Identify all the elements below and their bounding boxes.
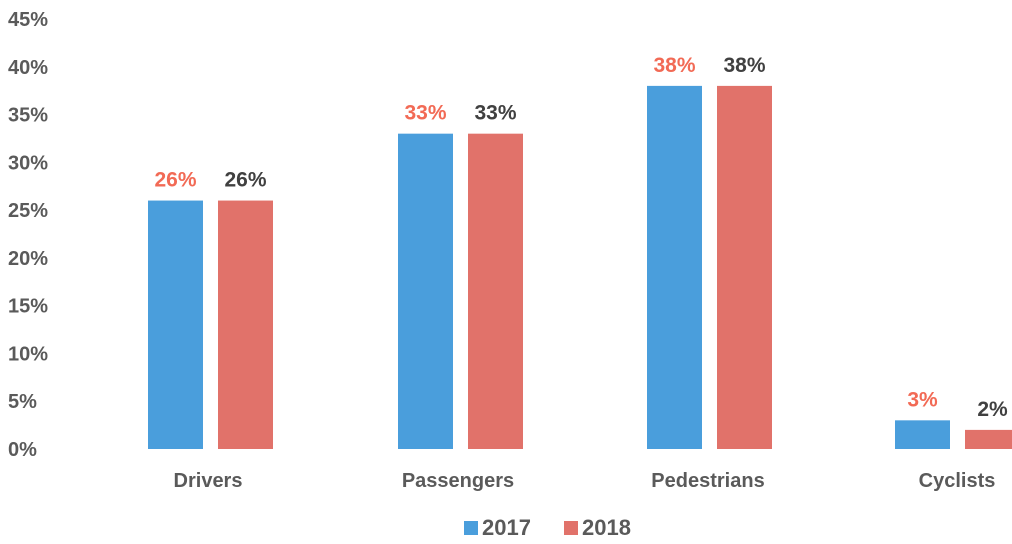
y-tick-label: 25%	[8, 200, 48, 222]
data-label-passengers-2017: 33%	[404, 102, 446, 125]
data-label-passengers-2018: 33%	[474, 102, 516, 125]
category-label-drivers: Drivers	[174, 470, 243, 492]
x-axis: Drivers Passengers Pedestrians Cyclists	[174, 470, 996, 492]
legend-label-2017: 2017	[482, 515, 531, 540]
legend-label-2018: 2018	[582, 515, 631, 540]
data-label-pedestrians-2017: 38%	[653, 54, 695, 77]
bar-drivers-2017	[148, 200, 203, 449]
y-tick-label: 35%	[8, 105, 48, 127]
bar-drivers-2018	[218, 200, 273, 449]
y-tick-label: 15%	[8, 296, 48, 318]
bar-passengers-2018	[468, 133, 523, 449]
y-tick-label: 30%	[8, 152, 48, 174]
y-tick-label: 5%	[8, 391, 37, 413]
y-tick-label: 0%	[8, 439, 37, 461]
category-label-passengers: Passengers	[402, 470, 514, 492]
y-axis: 0% 5% 10% 15% 20% 25% 30% 35% 40% 45%	[8, 9, 48, 461]
data-labels: 26% 26% 33% 33% 38% 38% 3% 2%	[154, 54, 1008, 421]
category-label-cyclists: Cyclists	[919, 470, 996, 492]
bar-cyclists-2018	[965, 429, 1012, 449]
bars	[148, 85, 1012, 449]
data-label-pedestrians-2018: 38%	[723, 54, 765, 77]
y-tick-label: 40%	[8, 57, 48, 79]
data-label-drivers-2017: 26%	[154, 169, 196, 192]
data-label-drivers-2018: 26%	[224, 169, 266, 192]
y-tick-label: 10%	[8, 343, 48, 365]
category-label-pedestrians: Pedestrians	[651, 470, 764, 492]
data-label-cyclists-2017: 3%	[907, 388, 938, 411]
y-tick-label: 45%	[8, 9, 48, 31]
legend-swatch-2017	[464, 521, 478, 535]
bar-passengers-2017	[398, 133, 453, 449]
bar-pedestrians-2018	[717, 85, 772, 449]
bar-cyclists-2017	[895, 420, 950, 449]
legend-swatch-2018	[564, 521, 578, 535]
bar-pedestrians-2017	[647, 85, 702, 449]
y-tick-label: 20%	[8, 248, 48, 270]
legend: 2017 2018	[464, 515, 631, 540]
data-label-cyclists-2018: 2%	[977, 398, 1008, 421]
